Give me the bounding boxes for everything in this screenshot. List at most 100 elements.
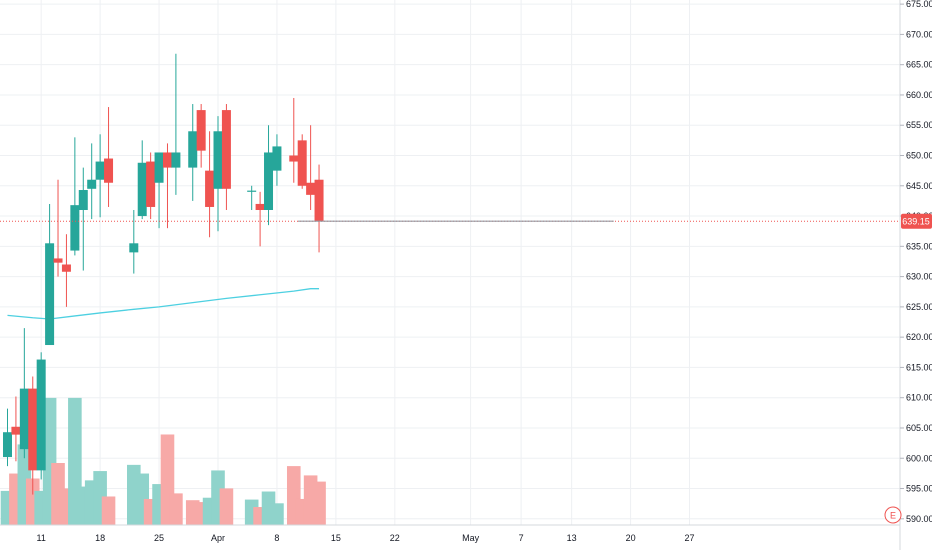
candle[interactable] [255, 191, 265, 247]
candle-body [171, 152, 181, 168]
candle[interactable] [61, 234, 71, 307]
candle-body [87, 179, 97, 189]
x-tick-label: 15 [331, 533, 341, 543]
candle[interactable] [19, 328, 29, 459]
candle-body [154, 152, 164, 183]
candle[interactable] [36, 352, 46, 480]
x-tick-label: 18 [95, 533, 105, 543]
candle[interactable] [137, 140, 147, 220]
candle[interactable] [205, 131, 215, 238]
candle-body [3, 432, 12, 458]
candle[interactable] [146, 152, 156, 220]
candle[interactable] [28, 376, 38, 495]
x-tick-label: 27 [685, 533, 695, 543]
candle-body [247, 190, 257, 192]
candle-body [61, 264, 71, 272]
y-tick-label: 660.00 [906, 90, 932, 100]
candle[interactable] [196, 104, 206, 168]
y-tick-label: 635.00 [906, 241, 932, 251]
candle-body [45, 243, 55, 346]
x-tick-label: 25 [154, 533, 164, 543]
candle[interactable] [314, 164, 324, 253]
candle[interactable] [171, 53, 181, 195]
candle-body [188, 131, 198, 168]
candle-body [53, 258, 63, 263]
last-price-tag: 639.15 [901, 213, 932, 229]
candle-body [297, 140, 307, 186]
y-tick-label: 675.00 [906, 0, 932, 9]
candle[interactable] [78, 167, 88, 271]
y-tick-label: 670.00 [906, 29, 932, 39]
candle-body [264, 152, 274, 210]
candle[interactable] [188, 104, 198, 201]
y-tick-label: 610.00 [906, 393, 932, 403]
candle-body [19, 388, 29, 450]
y-tick-label: 630.00 [906, 272, 932, 282]
candle-body [314, 179, 324, 222]
candle[interactable] [213, 116, 223, 232]
candle-body [129, 243, 139, 253]
candle[interactable] [272, 134, 282, 186]
scale-mode-label[interactable]: E [890, 511, 896, 521]
candle-body [70, 205, 80, 251]
candle[interactable] [95, 134, 105, 218]
candle[interactable] [53, 179, 63, 277]
candle-body [289, 155, 299, 162]
candle[interactable] [247, 185, 257, 210]
candle[interactable] [297, 134, 307, 189]
y-tick-label: 645.00 [906, 181, 932, 191]
volume-bars [0, 397, 326, 525]
candle[interactable] [306, 125, 316, 210]
candle-body [28, 388, 38, 471]
candle[interactable] [104, 107, 114, 207]
x-tick-label: May [462, 533, 480, 543]
last-price-label: 639.15 [902, 216, 930, 226]
time-axis[interactable]: 11 18 25 Apr 8 15 22 May 7 13 20 27 [37, 533, 695, 543]
scale-mode-button[interactable]: E [884, 506, 902, 524]
x-tick-label: 22 [390, 533, 400, 543]
candle[interactable] [154, 152, 164, 229]
candle[interactable] [162, 143, 172, 229]
candle-body [78, 190, 88, 210]
candle[interactable] [87, 143, 97, 220]
candlesticks[interactable] [3, 53, 324, 495]
candle-body [205, 170, 215, 207]
candle-body [272, 146, 282, 171]
y-tick-label: 665.00 [906, 60, 932, 70]
candle-body [213, 131, 223, 189]
candle[interactable] [221, 104, 231, 210]
candle-body [137, 162, 147, 217]
volume-bar [219, 488, 234, 525]
candle[interactable] [129, 209, 139, 274]
candle-body [196, 110, 206, 151]
candle-body [221, 110, 231, 189]
y-tick-label: 620.00 [906, 332, 932, 342]
y-tick-label: 625.00 [906, 302, 932, 312]
candle[interactable] [11, 396, 21, 462]
volume-bar [312, 481, 326, 525]
candle[interactable] [289, 97, 299, 183]
x-tick-label: 13 [567, 533, 577, 543]
x-tick-label: 8 [274, 533, 279, 543]
y-tick-label: 595.00 [906, 484, 932, 494]
scale-mode-circle[interactable] [884, 506, 902, 524]
y-tick-label: 615.00 [906, 362, 932, 372]
candle[interactable] [45, 203, 55, 346]
candle-body [306, 182, 316, 195]
last-price-tag-bg [901, 213, 932, 229]
y-tick-label: 590.00 [906, 514, 932, 524]
candle[interactable] [264, 125, 274, 226]
candle-body [11, 426, 21, 435]
candle-body [95, 161, 105, 180]
candle-body [162, 152, 172, 168]
volume-bar [101, 496, 116, 525]
candle[interactable] [3, 408, 12, 467]
y-tick-label: 605.00 [906, 423, 932, 433]
x-tick-label: 11 [37, 533, 46, 543]
y-tick-label: 600.00 [906, 453, 932, 463]
candle-body [36, 359, 46, 471]
volume-bar [270, 503, 284, 525]
candle[interactable] [70, 137, 80, 256]
y-tick-label: 655.00 [906, 120, 932, 130]
